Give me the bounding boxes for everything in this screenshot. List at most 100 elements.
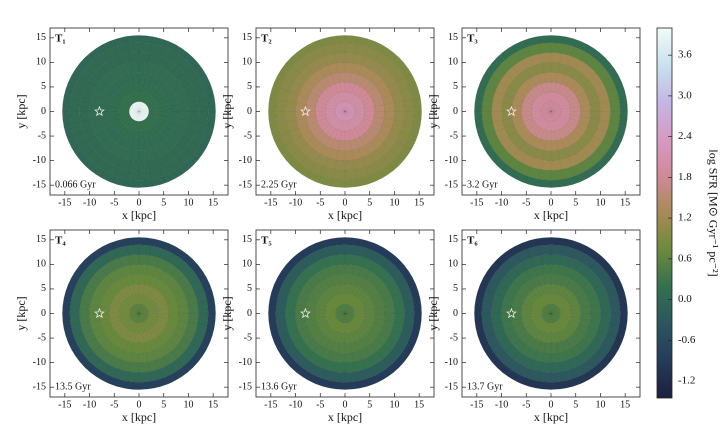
y-tick-label: 0 bbox=[41, 308, 46, 319]
y-tick-label: -15 bbox=[445, 179, 458, 190]
y-tick-label: 5 bbox=[453, 283, 458, 294]
x-tick-label: -5 bbox=[110, 399, 118, 410]
x-tick-label: -5 bbox=[522, 197, 530, 208]
x-tick-label: 15 bbox=[414, 399, 424, 410]
x-tick-label: 0 bbox=[549, 197, 554, 208]
panel-annotation: 13.5 Gyr bbox=[55, 381, 91, 392]
y-tick-label: 5 bbox=[41, 81, 46, 92]
y-tick-label: -15 bbox=[445, 381, 458, 392]
ring-cell bbox=[474, 237, 628, 390]
x-tick-label: 10 bbox=[183, 399, 193, 410]
x-axis-label: x [kpc] bbox=[122, 208, 156, 222]
x-tick-label: 10 bbox=[389, 399, 399, 410]
y-tick-label: -15 bbox=[239, 381, 252, 392]
y-tick-label: -5 bbox=[244, 332, 252, 343]
x-axis-label: x [kpc] bbox=[534, 410, 568, 424]
y-tick-label: 15 bbox=[36, 32, 46, 43]
ring-cell bbox=[474, 35, 628, 188]
y-tick-label: 0 bbox=[247, 308, 252, 319]
star-marker bbox=[94, 105, 105, 117]
panel-annotation: 2.25 Gyr bbox=[261, 179, 297, 190]
y-tick-label: 10 bbox=[448, 259, 458, 270]
y-tick-label: 0 bbox=[41, 106, 46, 117]
x-tick-label: 0 bbox=[137, 399, 142, 410]
ring-cell bbox=[62, 35, 216, 188]
x-tick-label: -15 bbox=[470, 197, 483, 208]
x-tick-label: 5 bbox=[367, 197, 372, 208]
colorbar-tick-label: -1.2 bbox=[678, 375, 695, 387]
y-tick-label: -10 bbox=[33, 357, 46, 368]
x-tick-label: 0 bbox=[549, 399, 554, 410]
x-tick-label: -5 bbox=[522, 399, 530, 410]
x-tick-label: 10 bbox=[595, 197, 605, 208]
y-tick-label: 10 bbox=[242, 57, 252, 68]
x-tick-label: -5 bbox=[110, 197, 118, 208]
y-tick-label: 5 bbox=[41, 283, 46, 294]
panel-annotation: 0.066 Gyr bbox=[55, 179, 96, 190]
y-tick-label: 15 bbox=[242, 32, 252, 43]
star-marker bbox=[94, 307, 105, 319]
x-tick-label: 15 bbox=[620, 197, 630, 208]
y-tick-label: -5 bbox=[38, 332, 46, 343]
x-tick-label: -10 bbox=[83, 197, 96, 208]
x-tick-label: 5 bbox=[161, 197, 166, 208]
x-tick-label: 15 bbox=[208, 197, 218, 208]
colorbar-tick-label: 1.8 bbox=[678, 171, 692, 183]
colorbar-tick-label: 1.2 bbox=[678, 212, 692, 224]
y-axis-label: y [kpc] bbox=[220, 94, 234, 128]
ring-cell bbox=[62, 237, 216, 390]
x-tick-label: 5 bbox=[573, 399, 578, 410]
x-axis-label: x [kpc] bbox=[534, 208, 568, 222]
colorbar-label: log SFR [M⊙ Gyr⁻¹ pc⁻²] bbox=[706, 149, 720, 276]
panel-title: T₂ bbox=[261, 33, 272, 45]
y-tick-label: 0 bbox=[453, 106, 458, 117]
y-tick-label: -10 bbox=[239, 357, 252, 368]
y-tick-label: -10 bbox=[239, 155, 252, 166]
panel-annotation: 13.7 Gyr bbox=[467, 381, 503, 392]
y-tick-label: 10 bbox=[36, 57, 46, 68]
y-tick-label: -10 bbox=[445, 357, 458, 368]
star-marker bbox=[300, 105, 311, 117]
colorbar-tick-label: 3.0 bbox=[678, 89, 692, 101]
y-tick-label: 0 bbox=[453, 308, 458, 319]
ring-cell bbox=[521, 81, 581, 142]
x-tick-label: -5 bbox=[316, 399, 324, 410]
colorbar-tick-label: 0.6 bbox=[678, 252, 692, 264]
x-tick-label: 10 bbox=[389, 197, 399, 208]
x-tick-label: -15 bbox=[58, 197, 71, 208]
y-tick-label: 5 bbox=[247, 81, 252, 92]
y-axis-label: y [kpc] bbox=[426, 296, 440, 330]
colorbar-tick-label: 2.4 bbox=[678, 130, 692, 142]
panel-annotation: 3.2 Gyr bbox=[467, 179, 498, 190]
colorbar bbox=[656, 27, 673, 399]
ring-cell bbox=[268, 35, 422, 188]
x-tick-label: -10 bbox=[495, 197, 508, 208]
star-marker bbox=[506, 307, 517, 319]
y-tick-label: -5 bbox=[38, 130, 46, 141]
y-tick-label: 5 bbox=[247, 283, 252, 294]
x-tick-label: 5 bbox=[161, 399, 166, 410]
x-tick-label: 10 bbox=[183, 197, 193, 208]
y-tick-label: -10 bbox=[33, 155, 46, 166]
ring-cell bbox=[521, 283, 581, 344]
panel-title: T₅ bbox=[261, 235, 272, 247]
y-tick-label: -15 bbox=[33, 179, 46, 190]
x-axis-label: x [kpc] bbox=[122, 410, 156, 424]
star-marker bbox=[300, 307, 311, 319]
x-tick-label: -15 bbox=[264, 197, 277, 208]
x-tick-label: 15 bbox=[208, 399, 218, 410]
y-tick-label: -5 bbox=[450, 130, 458, 141]
ring-cell bbox=[325, 91, 365, 132]
x-tick-label: 15 bbox=[620, 399, 630, 410]
y-tick-label: 10 bbox=[448, 57, 458, 68]
colorbar-tick-label: 3.6 bbox=[678, 49, 692, 61]
y-tick-label: 15 bbox=[242, 234, 252, 245]
y-tick-label: -5 bbox=[450, 332, 458, 343]
panel-title: T₁ bbox=[55, 33, 66, 45]
panel-title: T₄ bbox=[55, 235, 66, 247]
star-marker bbox=[506, 105, 517, 117]
y-axis-label: y [kpc] bbox=[14, 296, 28, 330]
x-tick-label: 5 bbox=[573, 197, 578, 208]
y-tick-label: 0 bbox=[247, 106, 252, 117]
